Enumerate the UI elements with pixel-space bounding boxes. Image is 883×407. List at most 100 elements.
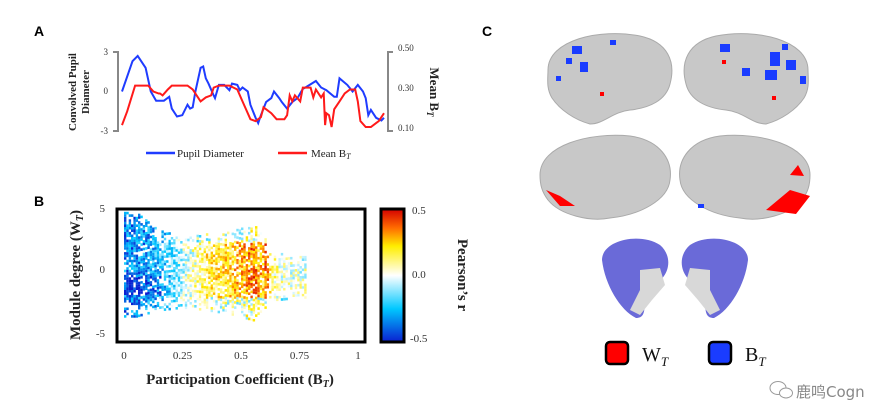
heatmap-cell — [229, 274, 232, 278]
heatmap-cell — [189, 276, 192, 280]
heatmap-cell — [205, 286, 209, 289]
heatmap-cell — [154, 242, 157, 245]
heatmap-cell — [245, 299, 249, 302]
heatmap-cell — [187, 256, 190, 259]
heatmap-cell — [180, 256, 183, 259]
heatmap-cell — [201, 288, 204, 291]
heatmap-cell — [180, 304, 183, 307]
x-tick: 0.5 — [234, 350, 248, 362]
heatmap-cell — [297, 283, 300, 287]
heatmap-cell — [149, 228, 153, 231]
heatmap-cell — [135, 216, 139, 220]
heatmap-cell — [140, 268, 143, 272]
heatmap-cell — [168, 239, 171, 243]
heatmap-cell — [229, 267, 232, 270]
heatmap-cell — [276, 273, 279, 276]
heatmap-cell — [217, 298, 220, 301]
heatmap-cell — [203, 293, 206, 296]
heatmap-cell — [163, 255, 167, 258]
heatmap-cell — [140, 223, 143, 226]
heatmap-cell — [198, 290, 202, 293]
heatmap-cell — [257, 292, 260, 295]
heatmap-cell — [166, 265, 169, 268]
heatmap-cell — [301, 276, 305, 279]
heatmap-cell — [145, 239, 148, 243]
heatmap-cell — [180, 251, 183, 254]
heatmap-cell — [140, 260, 143, 264]
heatmap-cell — [248, 310, 251, 313]
heatmap-cell — [173, 292, 176, 295]
heatmap-cell — [149, 283, 153, 287]
heatmap-cell — [149, 255, 153, 259]
heatmap-cell — [297, 293, 300, 297]
heatmap-cell — [126, 211, 129, 215]
heatmap-cell — [278, 265, 281, 269]
heatmap-cell — [203, 265, 206, 269]
heatmap-cell — [255, 258, 258, 262]
heatmap-cell — [189, 271, 192, 275]
heatmap-cell — [203, 285, 206, 289]
heatmap-cell — [177, 251, 181, 254]
heatmap-cell — [187, 258, 190, 262]
heatmap-cell — [301, 268, 305, 272]
heatmap-cell — [250, 230, 253, 233]
heatmap-cell — [173, 244, 176, 247]
heatmap-cell — [159, 271, 162, 274]
heatmap-cell — [262, 268, 265, 271]
heatmap-cell — [173, 256, 176, 260]
heatmap-cell — [304, 258, 307, 261]
heatmap-cell — [241, 250, 244, 253]
heatmap-cell — [238, 287, 242, 290]
heatmap-cell — [250, 255, 253, 258]
heatmap-cell — [135, 229, 139, 232]
heatmap-cell — [124, 294, 127, 298]
heatmap-cell — [177, 271, 181, 275]
heatmap-cell — [278, 278, 281, 281]
heatmap-cell — [201, 240, 204, 243]
heatmap-cell — [124, 254, 127, 258]
heatmap-cell — [147, 246, 150, 249]
heatmap-cell — [217, 277, 220, 281]
heatmap-cell — [187, 261, 190, 264]
heatmap-cell — [203, 278, 206, 281]
heatmap-cell — [194, 279, 197, 283]
heatmap-cell — [182, 298, 185, 302]
heatmap-cell — [135, 247, 139, 250]
heatmap-cell — [133, 267, 136, 270]
heatmap-cell — [198, 292, 202, 296]
heatmap-cell — [269, 285, 272, 289]
heatmap-cell — [259, 292, 263, 296]
heatmap-cell — [299, 286, 302, 289]
heatmap-cell — [210, 274, 213, 277]
heatmap-cell — [138, 269, 141, 272]
heatmap-cell — [227, 274, 230, 277]
heatmap-cell — [149, 303, 153, 307]
heatmap-cell — [248, 307, 251, 311]
heatmap-cell — [149, 281, 153, 284]
heatmap-cell — [184, 293, 188, 297]
heatmap-cell — [297, 263, 300, 267]
heatmap-cell — [236, 279, 239, 282]
heatmap-cell — [198, 247, 202, 251]
heatmap-cell — [203, 245, 206, 249]
heatmap-cell — [210, 309, 213, 313]
heatmap-cell — [250, 247, 253, 251]
heatmap-cell — [156, 243, 160, 247]
heatmap-cell — [170, 237, 174, 240]
heatmap-cell — [170, 274, 174, 278]
heatmap-cell — [142, 227, 146, 231]
heatmap-cell — [292, 294, 295, 297]
heatmap-cell — [152, 260, 155, 263]
heatmap-cell — [166, 260, 169, 263]
heatmap-cell — [152, 227, 155, 231]
heatmap-cell — [222, 301, 225, 304]
heatmap-cell — [189, 266, 192, 270]
heatmap-cell — [241, 303, 244, 306]
heatmap-cell — [147, 264, 150, 267]
heatmap-cell — [299, 266, 302, 269]
heatmap-cell — [170, 287, 174, 290]
heatmap-cell — [135, 315, 139, 318]
heatmap-cell — [138, 256, 141, 260]
heatmap-cell — [198, 252, 202, 256]
heatmap-cell — [140, 303, 143, 307]
